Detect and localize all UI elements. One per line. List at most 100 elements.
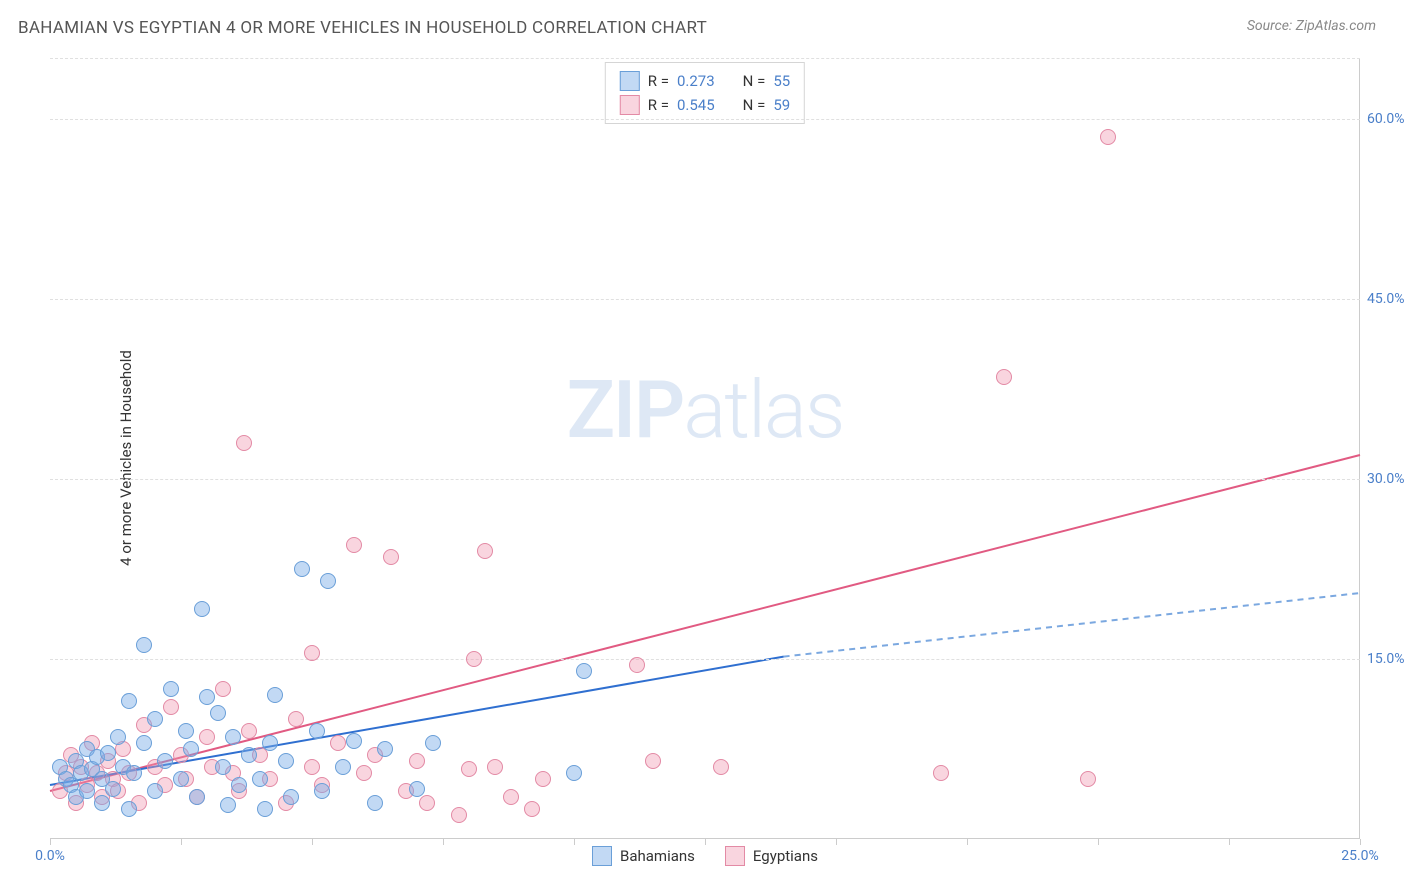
scatter-point-egyptians	[304, 645, 320, 661]
scatter-point-bahamians	[215, 759, 231, 775]
legend-series-item: Bahamians	[592, 846, 695, 866]
scatter-point-egyptians	[461, 761, 477, 777]
x-tick-label: 25.0%	[1341, 848, 1379, 864]
y-tick-label: 60.0%	[1367, 111, 1406, 127]
legend-series: Bahamians Egyptians	[592, 846, 818, 866]
x-tick	[1229, 839, 1230, 845]
y-tick-label: 15.0%	[1367, 651, 1406, 667]
scatter-point-egyptians	[383, 549, 399, 565]
legend-swatch	[620, 71, 640, 91]
scatter-point-bahamians	[94, 795, 110, 811]
legend-r-value: 0.545	[677, 96, 715, 114]
scatter-point-bahamians	[225, 729, 241, 745]
scatter-point-bahamians	[157, 753, 173, 769]
x-tick	[705, 839, 706, 845]
scatter-point-bahamians	[377, 741, 393, 757]
scatter-point-bahamians	[294, 561, 310, 577]
chart-container: 4 or more Vehicles in Household ZIPatlas…	[0, 38, 1406, 878]
legend-stats-row: R =0.273N =55	[620, 69, 790, 93]
scatter-point-bahamians	[210, 705, 226, 721]
scatter-point-egyptians	[304, 759, 320, 775]
scatter-point-bahamians	[252, 771, 268, 787]
x-tick	[967, 839, 968, 845]
scatter-point-egyptians	[199, 729, 215, 745]
scatter-point-egyptians	[629, 657, 645, 673]
scatter-point-bahamians	[220, 797, 236, 813]
scatter-point-bahamians	[147, 711, 163, 727]
y-tick-label: 45.0%	[1367, 291, 1406, 307]
scatter-point-egyptians	[477, 543, 493, 559]
scatter-point-egyptians	[330, 735, 346, 751]
gridline-horizontal	[50, 299, 1360, 300]
scatter-point-bahamians	[346, 733, 362, 749]
legend-stats: R =0.273N =55R =0.545N =59	[605, 62, 805, 124]
scatter-point-bahamians	[283, 789, 299, 805]
scatter-point-egyptians	[503, 789, 519, 805]
legend-series-item: Egyptians	[725, 846, 818, 866]
scatter-point-bahamians	[367, 795, 383, 811]
scatter-point-bahamians	[147, 783, 163, 799]
x-tick	[312, 839, 313, 845]
x-tick	[50, 839, 51, 845]
scatter-point-egyptians	[645, 753, 661, 769]
chart-title: BAHAMIAN VS EGYPTIAN 4 OR MORE VEHICLES …	[18, 18, 707, 38]
scatter-point-egyptians	[409, 753, 425, 769]
legend-r-value: 0.273	[677, 72, 715, 90]
scatter-point-egyptians	[236, 435, 252, 451]
scatter-point-egyptians	[713, 759, 729, 775]
legend-swatch	[725, 846, 745, 866]
scatter-point-egyptians	[487, 759, 503, 775]
scatter-point-egyptians	[535, 771, 551, 787]
legend-stats-row: R =0.545N =59	[620, 93, 790, 117]
legend-series-label: Bahamians	[620, 847, 695, 865]
scatter-point-bahamians	[121, 801, 137, 817]
scatter-point-bahamians	[309, 723, 325, 739]
scatter-point-bahamians	[241, 747, 257, 763]
scatter-point-bahamians	[262, 735, 278, 751]
scatter-point-egyptians	[1100, 129, 1116, 145]
scatter-point-bahamians	[194, 601, 210, 617]
scatter-point-bahamians	[105, 781, 121, 797]
scatter-point-bahamians	[126, 765, 142, 781]
scatter-point-bahamians	[163, 681, 179, 697]
scatter-point-bahamians	[189, 789, 205, 805]
scatter-point-bahamians	[199, 689, 215, 705]
scatter-point-bahamians	[314, 783, 330, 799]
scatter-point-bahamians	[278, 753, 294, 769]
scatter-point-egyptians	[163, 699, 179, 715]
scatter-point-bahamians	[173, 771, 189, 787]
scatter-point-bahamians	[576, 663, 592, 679]
scatter-point-bahamians	[257, 801, 273, 817]
legend-n-value: 55	[773, 72, 790, 90]
scatter-point-bahamians	[110, 729, 126, 745]
legend-n-label: N =	[743, 96, 766, 114]
gridline-horizontal	[50, 659, 1360, 660]
legend-swatch	[620, 95, 640, 115]
scatter-point-bahamians	[267, 687, 283, 703]
x-tick	[1098, 839, 1099, 845]
scatter-point-bahamians	[79, 783, 95, 799]
scatter-point-bahamians	[100, 745, 116, 761]
scatter-point-bahamians	[425, 735, 441, 751]
scatter-point-bahamians	[121, 693, 137, 709]
scatter-point-bahamians	[320, 573, 336, 589]
x-tick	[836, 839, 837, 845]
scatter-point-bahamians	[409, 781, 425, 797]
x-tick	[574, 839, 575, 845]
x-tick-label: 0.0%	[35, 848, 65, 864]
scatter-point-egyptians	[466, 651, 482, 667]
scatter-point-egyptians	[451, 807, 467, 823]
legend-swatch	[592, 846, 612, 866]
scatter-point-egyptians	[933, 765, 949, 781]
scatter-point-bahamians	[231, 777, 247, 793]
scatter-point-egyptians	[215, 681, 231, 697]
scatter-point-egyptians	[524, 801, 540, 817]
scatter-point-bahamians	[178, 723, 194, 739]
legend-r-label: R =	[648, 96, 669, 114]
x-tick	[443, 839, 444, 845]
scatter-point-bahamians	[183, 741, 199, 757]
scatter-point-bahamians	[136, 637, 152, 653]
scatter-point-bahamians	[566, 765, 582, 781]
scatter-point-egyptians	[288, 711, 304, 727]
scatter-point-egyptians	[1080, 771, 1096, 787]
